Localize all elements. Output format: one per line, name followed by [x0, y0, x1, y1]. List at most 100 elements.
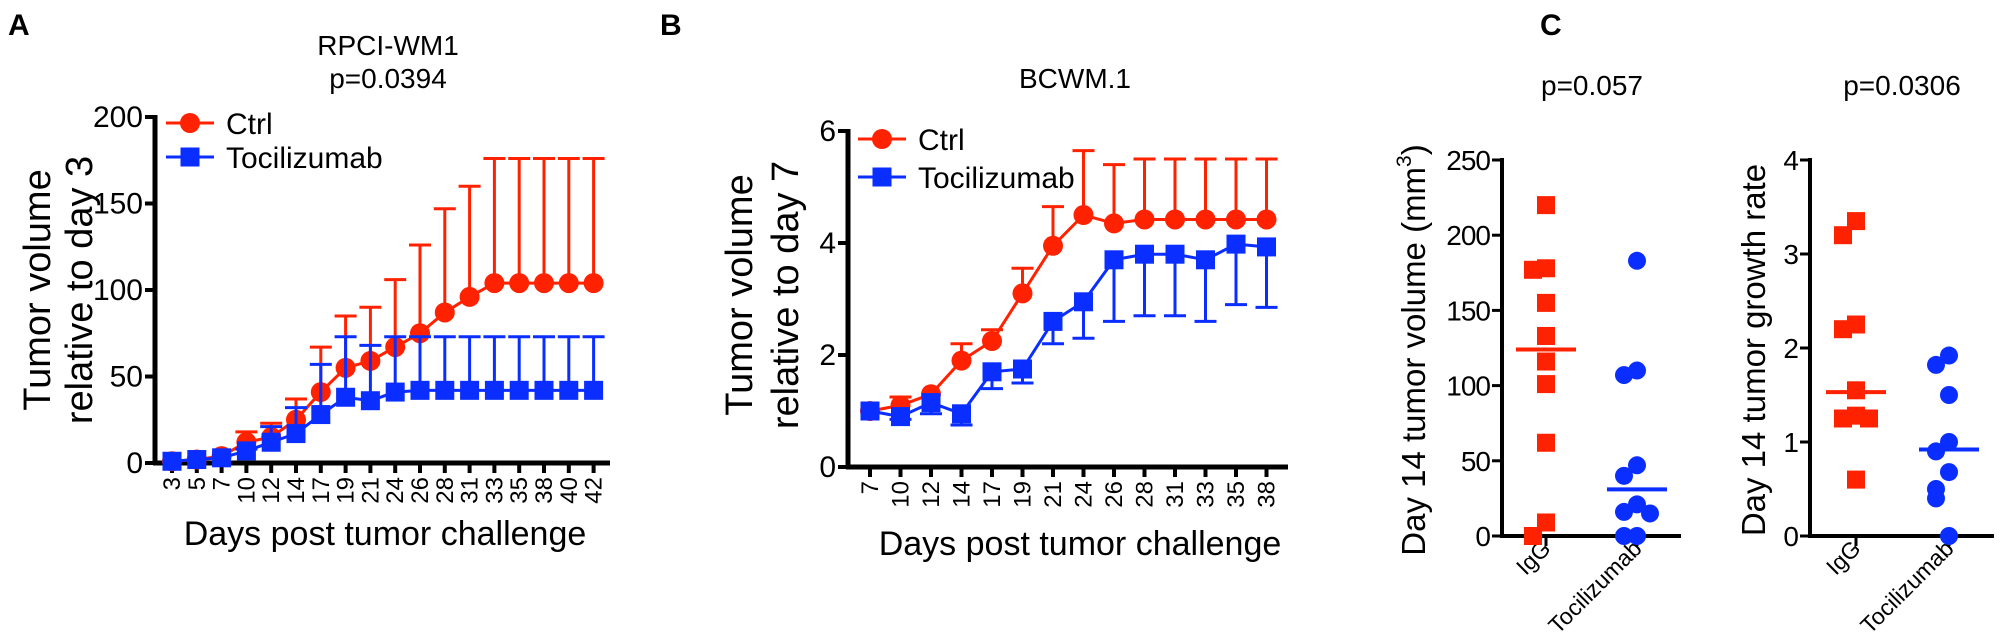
legend-marker	[872, 129, 892, 149]
data-point	[1628, 456, 1646, 475]
data-point	[1074, 292, 1093, 312]
x-tick-label: 10	[888, 481, 915, 508]
data-point	[1073, 205, 1094, 225]
data-point	[1940, 433, 1958, 451]
x-tick-label: Tocilizumab	[1543, 535, 1646, 638]
data-point	[1641, 504, 1659, 523]
x-tick-label: 28	[432, 477, 459, 504]
data-point	[1013, 359, 1032, 379]
chart-a-subtitle: p=0.0394	[329, 63, 447, 94]
x-tick-label: 33	[1193, 481, 1220, 508]
y-tick-label: 2	[1783, 333, 1798, 364]
x-tick-label: 31	[457, 477, 484, 504]
chart-b-ylabel-2: relative to day 7	[765, 161, 807, 429]
x-tick-label: 17	[308, 477, 335, 504]
data-point	[1537, 326, 1555, 345]
x-tick-label: 26	[1101, 481, 1128, 508]
x-tick-label: 38	[1254, 481, 1281, 508]
data-point	[1537, 375, 1555, 394]
y-tick-label: 150	[93, 188, 143, 221]
y-tick-label: 0	[1475, 521, 1490, 552]
data-point	[1226, 209, 1246, 230]
y-tick-label: 0	[819, 451, 836, 484]
data-point	[459, 286, 480, 307]
data-point	[559, 380, 579, 400]
data-point	[1256, 209, 1277, 230]
data-point	[1940, 346, 1958, 365]
x-tick-label: 42	[581, 477, 608, 504]
x-tick-label: 7	[857, 481, 884, 494]
data-point	[982, 331, 1002, 351]
x-tick-label: 33	[481, 477, 508, 504]
data-point	[982, 362, 1002, 382]
data-point	[1628, 527, 1646, 545]
series-ctrl	[162, 157, 605, 472]
x-tick-label: 19	[1010, 481, 1037, 508]
y-tick-label: 0	[1783, 521, 1798, 552]
legend-marker	[872, 167, 892, 187]
data-point	[1012, 283, 1033, 304]
y-tick-label: 200	[93, 101, 143, 134]
x-tick-label: 31	[1162, 481, 1189, 508]
data-point	[1524, 260, 1542, 279]
x-tick-label: 24	[382, 477, 409, 504]
group-tocilizumab	[1607, 251, 1667, 545]
data-point	[162, 451, 182, 471]
data-point	[1940, 527, 1958, 545]
data-point	[261, 432, 281, 452]
data-point	[1615, 366, 1633, 385]
data-point	[1043, 311, 1063, 331]
data-point	[1847, 470, 1865, 489]
x-tick-label: 17	[979, 481, 1006, 508]
data-point	[1927, 489, 1945, 508]
data-point	[1524, 527, 1542, 545]
data-point	[891, 407, 910, 427]
legend-label: Ctrl	[918, 124, 965, 157]
data-point	[1615, 466, 1633, 485]
x-tick-label: IgG	[1821, 535, 1866, 580]
x-tick-label: 14	[949, 481, 976, 508]
chart-a-title: RPCI-WM1	[317, 30, 459, 61]
data-point	[336, 387, 356, 407]
data-point	[212, 448, 232, 468]
y-tick-label: 50	[110, 361, 143, 394]
y-tick-label: 50	[1461, 446, 1491, 477]
data-point	[1860, 409, 1878, 428]
data-point	[434, 302, 455, 323]
data-point	[1615, 527, 1633, 545]
data-point	[1834, 226, 1852, 245]
chart-c2-ylabel: Day 14 tumor growth rate	[1735, 164, 1772, 536]
x-tick-label: 10	[233, 477, 260, 504]
x-tick-label: 7	[209, 477, 236, 490]
data-point	[1165, 209, 1185, 230]
x-tick-label: 35	[1223, 481, 1250, 508]
chart-b-ylabel-1: Tumor volume	[719, 174, 761, 415]
data-point	[1043, 235, 1063, 256]
chart-c1-ylabel: Day 14 tumor volume (mm3)	[1393, 144, 1432, 555]
data-point	[286, 424, 306, 444]
data-point	[1537, 352, 1555, 371]
chart-b-title: BCWM.1	[1019, 63, 1131, 94]
x-tick-label: 40	[556, 477, 583, 504]
x-tick-label: 12	[258, 477, 285, 504]
data-point	[1537, 293, 1555, 312]
data-point	[1927, 355, 1945, 374]
x-tick-label: 21	[1040, 481, 1067, 508]
panel-letter-a: A	[8, 9, 30, 42]
data-point	[435, 380, 455, 400]
data-point	[509, 273, 530, 294]
y-tick-label: 4	[1783, 145, 1798, 176]
chart-a-ylabel-2: relative to day 3	[59, 156, 101, 424]
data-point	[1257, 237, 1276, 257]
chart-b-xlabel: Days post tumor challenge	[879, 525, 1282, 563]
x-tick-label: 38	[531, 477, 558, 504]
data-point	[921, 393, 941, 413]
y-tick-label: 150	[1446, 295, 1490, 326]
chart-a-xlabel: Days post tumor challenge	[184, 515, 587, 553]
data-point	[1537, 513, 1555, 532]
group-tocilizumab	[1919, 346, 1979, 545]
legend-label: Tocilizumab	[226, 142, 383, 175]
